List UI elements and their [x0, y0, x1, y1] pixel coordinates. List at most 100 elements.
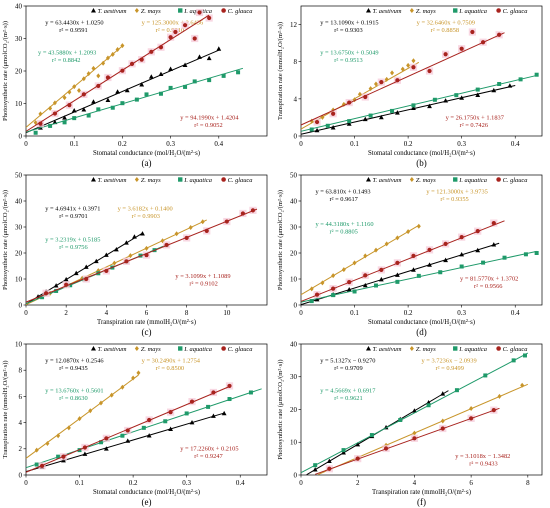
data-point — [189, 399, 195, 404]
data-point — [411, 267, 416, 272]
data-point — [438, 270, 443, 275]
legend-label: T. aestivum — [97, 8, 126, 15]
data-point — [440, 426, 445, 431]
data-point — [115, 89, 120, 94]
data-point — [124, 240, 129, 245]
data-point — [395, 78, 400, 83]
y-tick-label: 12 — [290, 21, 298, 29]
r-squared: r² = 0.9210 — [156, 27, 184, 34]
data-point — [411, 103, 416, 108]
data-point — [443, 257, 448, 263]
data-point — [368, 113, 373, 118]
regression-equation: y = 63.810x + 0.1493 — [315, 189, 370, 196]
legend-marker — [90, 177, 96, 182]
data-point — [131, 375, 136, 381]
data-point — [56, 433, 61, 439]
r-squared: r² = 0.9513 — [334, 57, 362, 64]
data-point — [109, 392, 114, 398]
data-point — [149, 49, 154, 54]
data-point — [363, 94, 368, 100]
x-tick-label: 0 — [24, 479, 28, 487]
data-point — [105, 55, 110, 61]
data-point — [426, 403, 431, 408]
data-point — [313, 463, 318, 468]
r-squared: r² = 0.8630 — [59, 395, 87, 402]
data-point — [54, 288, 59, 293]
data-point — [112, 260, 117, 266]
data-point — [314, 292, 320, 297]
y-tick-label: 50 — [15, 171, 23, 179]
data-point — [314, 127, 320, 133]
data-point — [183, 84, 188, 89]
data-point — [395, 260, 400, 265]
y-tick-label: 30 — [290, 373, 298, 381]
legend-marker — [90, 8, 96, 13]
data-point — [197, 54, 202, 59]
trend-line — [25, 208, 258, 303]
y-tick-label: 0 — [294, 132, 298, 140]
data-point — [443, 98, 448, 103]
y-tick-label: 20 — [290, 406, 298, 414]
trend-line — [25, 14, 210, 132]
y-axis-label: Photosynthetic rate (μmolCO₂/(m²·s)) — [2, 190, 9, 290]
legend-marker — [409, 346, 414, 351]
y-tick-label: 30 — [290, 223, 298, 231]
r-squared: r² = 0.9355 — [440, 196, 468, 203]
data-point — [475, 92, 481, 97]
y-tick-label: 30 — [15, 35, 23, 43]
y-tick-label: 4 — [19, 419, 23, 427]
r-squared: r² = 0.9052 — [194, 122, 222, 129]
data-point — [497, 32, 502, 37]
data-point — [522, 353, 527, 358]
y-tick-label: 20 — [15, 249, 23, 257]
data-point — [136, 370, 141, 376]
legend-label: C. glauca — [503, 177, 528, 184]
data-point — [507, 83, 513, 88]
data-point — [491, 87, 497, 93]
data-point — [363, 253, 368, 259]
data-point — [341, 450, 346, 455]
data-point — [101, 60, 106, 66]
regression-equation: y = 3.7236x − 2.0939 — [422, 358, 477, 365]
data-point — [355, 456, 360, 461]
trend-line — [315, 407, 500, 475]
r-squared: r² = 0.8858 — [431, 27, 459, 34]
y-tick-label: 40 — [15, 2, 23, 10]
trend-line — [300, 352, 529, 474]
regression-equation: y = 125.3000x + 2.6436 — [142, 20, 204, 27]
legend-label: C. glauca — [228, 8, 253, 15]
data-point — [88, 408, 93, 414]
data-point — [491, 242, 497, 247]
data-point — [221, 73, 226, 78]
data-point — [440, 391, 446, 396]
data-point — [96, 73, 101, 79]
data-point — [211, 390, 216, 395]
legend-marker — [134, 177, 139, 182]
data-point — [82, 445, 88, 450]
x-axis-label: Stomatal conductance (mol/H₂O/(m²·s) — [93, 150, 200, 157]
data-point — [416, 273, 421, 278]
data-point — [206, 404, 211, 409]
chart-panel-4: 0 0.1 0.2 0.3 0.4 0 10 20 30 40 50 Stomatal conduct… — [277, 171, 543, 337]
data-point — [56, 454, 61, 459]
data-point — [93, 258, 99, 264]
y-tick-label: 0 — [294, 471, 298, 479]
data-point — [206, 55, 212, 61]
data-point — [411, 105, 416, 110]
data-point — [443, 241, 448, 246]
data-point — [406, 62, 411, 68]
y-tick-label: 0 — [19, 132, 23, 140]
x-tick-label: 6 — [469, 479, 473, 487]
x-tick-label: 0.4 — [214, 140, 223, 148]
x-tick-label: 4 — [413, 479, 417, 487]
legend-label: I. aquatica — [183, 346, 212, 353]
data-point — [147, 417, 152, 423]
data-point — [144, 252, 149, 258]
y-axis-label: Photosynthetic rate (μmolCO₂/(m²·s)) — [277, 359, 284, 459]
data-point — [77, 88, 82, 93]
